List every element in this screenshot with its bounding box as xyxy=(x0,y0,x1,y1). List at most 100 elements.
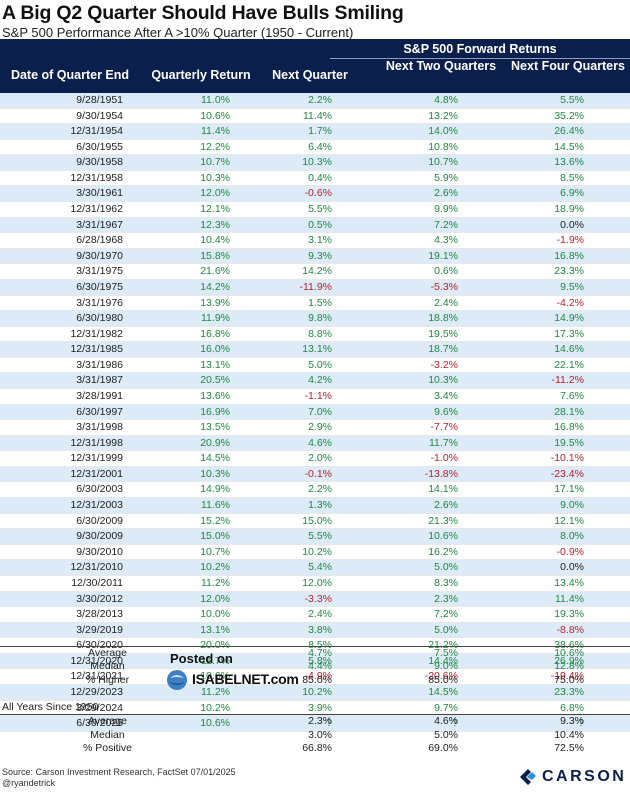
row-next-quarter: 4.2% xyxy=(308,374,332,387)
row-quarterly-return: 20.9% xyxy=(200,436,230,449)
all-years-value: 2.3% xyxy=(308,715,332,727)
row-next-two-quarters: 8.3% xyxy=(434,576,458,589)
row-next-quarter: 2.2% xyxy=(308,94,332,106)
row-quarterly-return: 10.7% xyxy=(200,545,230,558)
row-quarterly-return: 20.5% xyxy=(200,374,230,387)
summary-label: Median xyxy=(90,660,125,672)
all-years-median-row: Median 3.0% 5.0% 10.4% xyxy=(0,729,630,742)
row-next-two-quarters: 7.2% xyxy=(434,218,458,231)
summary-value: 4.4% xyxy=(308,660,332,672)
row-quarterly-return: 13.1% xyxy=(200,358,230,371)
row-quarterly-return: 10.2% xyxy=(200,701,230,714)
row-date: 3/31/1967 xyxy=(76,218,123,231)
table-header: S&P 500 Forward Returns Date of Quarter … xyxy=(0,39,630,93)
row-next-two-quarters: 5.0% xyxy=(434,561,458,574)
row-date: 12/31/1999 xyxy=(70,452,123,465)
row-next-four-quarters: 38.6% xyxy=(506,638,584,654)
row-next-two-quarters: 11.7% xyxy=(429,436,458,449)
table-row: 12/31/1999 14.5% 2.0% -1.0% -10.1% xyxy=(0,451,630,467)
row-next-four-quarters: 23.3% xyxy=(554,265,584,278)
row-next-four-quarters: -1.9% xyxy=(556,234,584,247)
summary-value: 12.8% xyxy=(554,660,584,672)
row-next-two-quarters: 18.8% xyxy=(428,312,458,325)
row-next-four-quarters: 35.2% xyxy=(554,109,584,122)
row-date: 3/31/1998 xyxy=(76,421,123,434)
row-next-quarter: -1.1% xyxy=(304,389,332,402)
row-next-quarter: 6.4% xyxy=(308,140,332,153)
row-date: 6/30/2025 xyxy=(76,717,123,730)
row-quarterly-return: 10.3% xyxy=(200,171,230,184)
row-next-four-quarters: -23.4% xyxy=(550,467,584,480)
table-row: 6/30/1955 12.2% 6.4% 10.8% 14.5% xyxy=(0,140,630,156)
row-date: 12/31/1962 xyxy=(70,203,123,216)
row-next-quarter: 3.9% xyxy=(308,701,332,714)
row-quarterly-return: 10.3% xyxy=(200,467,230,480)
row-date: 12/31/2003 xyxy=(70,499,123,512)
all-years-value: 69.0% xyxy=(428,742,458,754)
row-next-four-quarters: 19.5% xyxy=(554,436,584,449)
row-date: 3/29/2024 xyxy=(76,701,123,714)
table-row: 9/30/2010 10.7% 10.2% 16.2% -0.9% xyxy=(0,545,630,561)
row-next-four-quarters: 9.5% xyxy=(560,280,584,293)
all-years-value: 72.5% xyxy=(554,742,584,754)
row-next-four-quarters: 6.9% xyxy=(560,187,584,200)
table-row: 9/30/2009 15.0% 5.5% 10.6% 8.0% xyxy=(0,529,630,545)
table-row: 6/30/1980 11.9% 9.8% 18.8% 14.9% xyxy=(0,311,630,327)
row-quarterly-return: 12.1% xyxy=(200,203,230,216)
row-next-four-quarters: 14.5% xyxy=(554,140,584,153)
row-next-two-quarters: 21.3% xyxy=(428,514,458,527)
row-next-two-quarters: 10.8% xyxy=(428,140,458,153)
summary-higher-row: % Higher 85.0% 85.0% 75.0% xyxy=(0,674,630,687)
row-quarterly-return: 10.6% xyxy=(200,109,230,122)
returns-table: 9/28/1951 11.0% 2.2% 4.8% 5.5% 9/30/1954 10.6%… xyxy=(0,93,630,732)
table-row: 12/31/2021 10.6% -4.9% -20.6% -19.4% xyxy=(0,669,630,685)
row-next-two-quarters: 2.4% xyxy=(434,296,458,309)
row-date: 3/31/1975 xyxy=(76,265,123,278)
row-date: 9/28/1951 xyxy=(76,94,123,106)
header-date: Date of Quarter End xyxy=(10,68,130,82)
summary-value: 75.0% xyxy=(554,674,584,686)
all-years-label-cell: Median xyxy=(90,729,125,741)
row-next-four-quarters: 22.1% xyxy=(554,358,584,371)
all-years-label: All Years Since 1950 xyxy=(2,701,99,713)
row-next-two-quarters: 14.0% xyxy=(428,125,458,138)
row-next-two-quarters: -3.2% xyxy=(430,358,458,371)
carson-wordmark: CARSON xyxy=(542,768,627,785)
row-date: 3/28/1991 xyxy=(76,389,123,402)
row-next-quarter: 10.2% xyxy=(302,545,332,558)
table-row: 3/31/1986 13.1% 5.0% -3.2% 22.1% xyxy=(0,358,630,374)
row-next-quarter: 3.8% xyxy=(308,623,332,636)
table-row: 3/28/2013 10.0% 2.4% 7.2% 19.3% xyxy=(0,607,630,623)
row-next-four-quarters: 14.6% xyxy=(554,343,584,356)
summary-value: 4.7% xyxy=(308,647,332,659)
source-note: Source: Carson Investment Research, Fact… xyxy=(2,767,236,789)
row-next-two-quarters: -13.8% xyxy=(424,467,458,480)
row-next-four-quarters: 7.6% xyxy=(560,389,584,402)
row-next-two-quarters: -5.3% xyxy=(430,280,458,293)
table-row: 3/31/1987 20.5% 4.2% 10.3% -11.2% xyxy=(0,373,630,389)
summary-value: 7.5% xyxy=(434,647,458,659)
row-next-quarter: 5.8% xyxy=(308,654,332,667)
row-next-quarter: 2.0% xyxy=(308,452,332,465)
row-date: 12/31/1985 xyxy=(70,343,123,356)
all-years-value: 9.3% xyxy=(560,715,584,727)
row-next-two-quarters: 2.6% xyxy=(434,187,458,200)
table-row: 3/31/1975 21.6% 14.2% 0.6% 23.3% xyxy=(0,264,630,280)
row-next-quarter: 10.2% xyxy=(302,685,332,698)
row-next-four-quarters: 17.1% xyxy=(554,483,584,496)
row-next-two-quarters: 9.9% xyxy=(434,203,458,216)
row-next-four-quarters: 14.9% xyxy=(554,312,584,325)
row-next-four-quarters: 6.8% xyxy=(560,701,584,714)
row-date: 6/28/1968 xyxy=(76,234,123,247)
row-date: 9/30/1958 xyxy=(76,156,123,169)
isabelnet-text: ISABELNET.com xyxy=(192,671,299,687)
row-quarterly-return: 14.9% xyxy=(200,483,230,496)
row-quarterly-return: 11.0% xyxy=(201,94,230,106)
row-next-quarter: -0.6% xyxy=(304,187,332,200)
row-next-quarter: 2.2% xyxy=(308,483,332,496)
row-quarterly-return: 15.8% xyxy=(200,249,230,262)
row-next-four-quarters: 0.0% xyxy=(560,561,584,574)
row-next-four-quarters: -10.1% xyxy=(550,452,584,465)
row-quarterly-return: 12.3% xyxy=(200,218,230,231)
row-next-four-quarters: 17.3% xyxy=(554,327,584,340)
